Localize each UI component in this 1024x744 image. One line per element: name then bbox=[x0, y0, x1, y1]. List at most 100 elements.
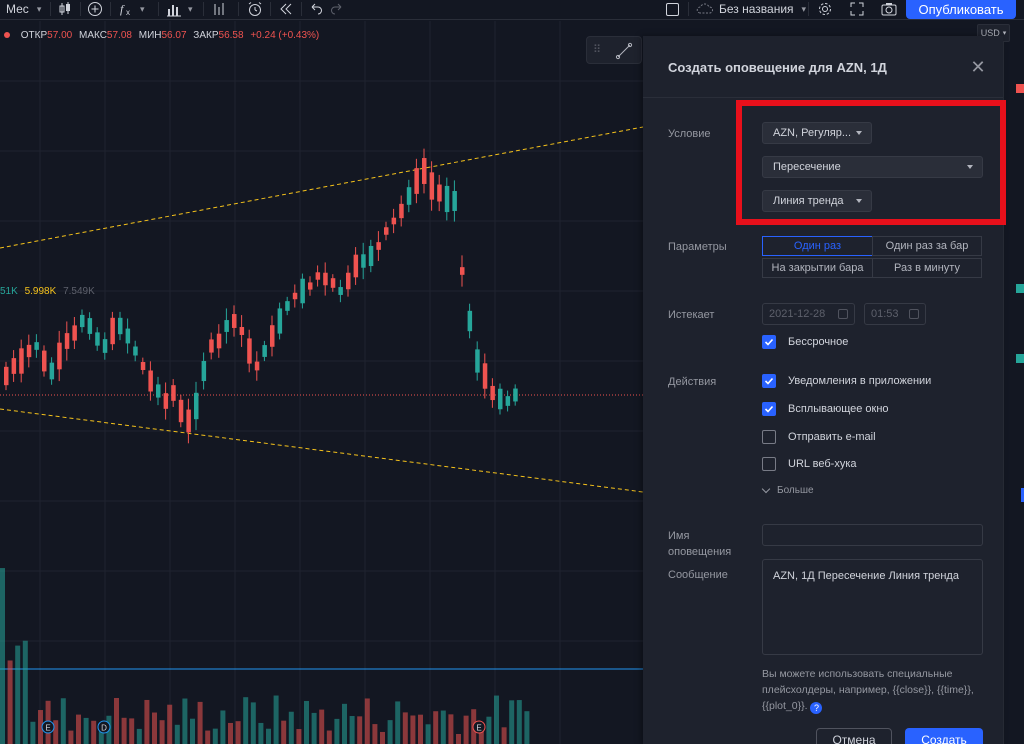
price-marker bbox=[1016, 284, 1024, 293]
candle-body bbox=[406, 187, 412, 205]
financials-button[interactable]: ▾ bbox=[166, 0, 193, 18]
volume-bar bbox=[83, 717, 89, 744]
volume-bar bbox=[448, 714, 454, 744]
app-notification-checkbox[interactable] bbox=[762, 374, 776, 388]
volume-value-2: 5.998K bbox=[24, 286, 57, 297]
open-label: ОТКР bbox=[20, 30, 48, 41]
trendline-icon[interactable] bbox=[615, 42, 633, 60]
action-row-popup[interactable]: Всплывающее окно bbox=[762, 401, 889, 417]
webhook-checkbox[interactable] bbox=[762, 457, 776, 471]
alert-button[interactable] bbox=[246, 0, 264, 18]
condition-target-select[interactable]: Линия тренда bbox=[762, 190, 872, 212]
condition-source-select[interactable]: AZN, Регуляр... bbox=[762, 122, 872, 144]
price-marker bbox=[1021, 488, 1024, 502]
undo-icon bbox=[311, 3, 322, 15]
replay-button[interactable] bbox=[278, 0, 294, 18]
message-label: Сообщение bbox=[668, 569, 728, 581]
volume-bar bbox=[114, 697, 119, 744]
cancel-button[interactable]: Отмена bbox=[816, 728, 892, 744]
volume-bar bbox=[250, 702, 256, 744]
open-ended-checkbox[interactable] bbox=[762, 335, 776, 349]
trigger-bar-close[interactable]: На закрытии бара bbox=[762, 258, 873, 278]
layout-toggle[interactable] bbox=[666, 0, 679, 18]
svg-text:x: x bbox=[126, 8, 130, 17]
candle-body bbox=[460, 267, 465, 275]
fullscreen-button[interactable] bbox=[849, 0, 865, 18]
chevron-down-icon bbox=[761, 484, 771, 493]
volume-bar bbox=[524, 711, 530, 744]
trigger-once[interactable]: Один раз bbox=[762, 236, 873, 256]
high-label: МАКС bbox=[78, 30, 107, 41]
popup-checkbox[interactable] bbox=[762, 402, 776, 416]
event-marker-label: D bbox=[101, 724, 107, 733]
candle-body bbox=[422, 158, 427, 184]
candle-body bbox=[34, 342, 39, 350]
publish-button[interactable]: Опубликовать bbox=[906, 0, 1016, 19]
open-ended-checkbox-row[interactable]: Бессрочное bbox=[762, 334, 848, 350]
event-marker[interactable]: D bbox=[97, 720, 111, 734]
action-row-email[interactable]: Отправить e-mail bbox=[762, 429, 876, 445]
candle-body bbox=[498, 388, 503, 410]
close-icon[interactable]: ✕ bbox=[970, 57, 986, 77]
action-row-webhook[interactable]: URL веб-хука bbox=[762, 456, 857, 472]
candle-body bbox=[505, 396, 511, 406]
candle-body bbox=[437, 184, 442, 202]
expires-date-input[interactable]: 2021-12-28 bbox=[762, 303, 855, 325]
create-alert-dialog: Создать оповещение для AZN, 1Д ✕ Условие… bbox=[643, 36, 1003, 744]
event-marker-circle bbox=[97, 720, 111, 734]
action-row-app-notification[interactable]: Уведомления в приложении bbox=[762, 373, 931, 389]
trigger-per-minute-label: Раз в минуту bbox=[894, 262, 960, 274]
templates-button[interactable] bbox=[212, 0, 228, 18]
alert-name-input[interactable] bbox=[762, 524, 983, 546]
redo-button[interactable] bbox=[330, 0, 344, 18]
more-toggle[interactable]: Больше bbox=[761, 484, 814, 496]
app-notification-label: Уведомления в приложении bbox=[788, 375, 932, 387]
email-checkbox[interactable] bbox=[762, 430, 776, 444]
candle-body bbox=[140, 362, 146, 370]
expires-time-input[interactable]: 01:53 bbox=[864, 303, 926, 325]
interval-button[interactable]: Мес ▾ bbox=[6, 0, 41, 18]
candle-body bbox=[26, 344, 32, 358]
candle-body bbox=[102, 339, 108, 353]
volume-bar bbox=[144, 699, 150, 744]
layout-name-button[interactable]: Без названия ▾ bbox=[696, 0, 806, 18]
chart-type-button[interactable] bbox=[58, 0, 72, 18]
volume-bar bbox=[0, 568, 5, 744]
event-marker[interactable]: E bbox=[41, 720, 55, 734]
event-marker[interactable]: E bbox=[472, 720, 486, 734]
volume-bar bbox=[60, 698, 66, 744]
settings-button[interactable] bbox=[817, 0, 833, 18]
condition-operator-select[interactable]: Пересечение bbox=[762, 156, 983, 178]
volume-bar bbox=[440, 710, 446, 744]
help-icon[interactable]: ? bbox=[810, 702, 823, 714]
toolbar-divider bbox=[270, 2, 271, 16]
volume-bar bbox=[273, 695, 279, 744]
trigger-once-per-bar[interactable]: Один раз за бар bbox=[872, 236, 982, 256]
volume-bar bbox=[349, 716, 355, 744]
alarm-clock-icon bbox=[248, 2, 262, 16]
create-button[interactable]: Создать bbox=[905, 728, 983, 744]
price-scale[interactable] bbox=[1003, 36, 1024, 744]
message-textarea[interactable]: AZN, 1Д Пересечение Линия тренда bbox=[762, 559, 983, 655]
volume-bar bbox=[76, 714, 81, 744]
undo-button[interactable] bbox=[309, 0, 323, 18]
condition-label: Условие bbox=[668, 128, 711, 140]
volume-bar bbox=[91, 720, 97, 744]
volume-bar bbox=[501, 727, 507, 744]
trendline-lower bbox=[0, 408, 644, 493]
trigger-per-minute[interactable]: Раз в минуту bbox=[872, 258, 982, 278]
candle-body bbox=[118, 317, 123, 335]
snapshot-button[interactable] bbox=[880, 0, 898, 18]
compare-button[interactable] bbox=[87, 0, 103, 18]
candle-body bbox=[323, 272, 328, 286]
volume-bar bbox=[486, 716, 492, 744]
volume-bar bbox=[509, 700, 515, 744]
toolbar-divider bbox=[110, 2, 111, 16]
drag-handle-icon[interactable]: ⠿ bbox=[593, 44, 602, 56]
candle-body bbox=[209, 339, 214, 353]
chevron-down-icon bbox=[856, 199, 862, 203]
